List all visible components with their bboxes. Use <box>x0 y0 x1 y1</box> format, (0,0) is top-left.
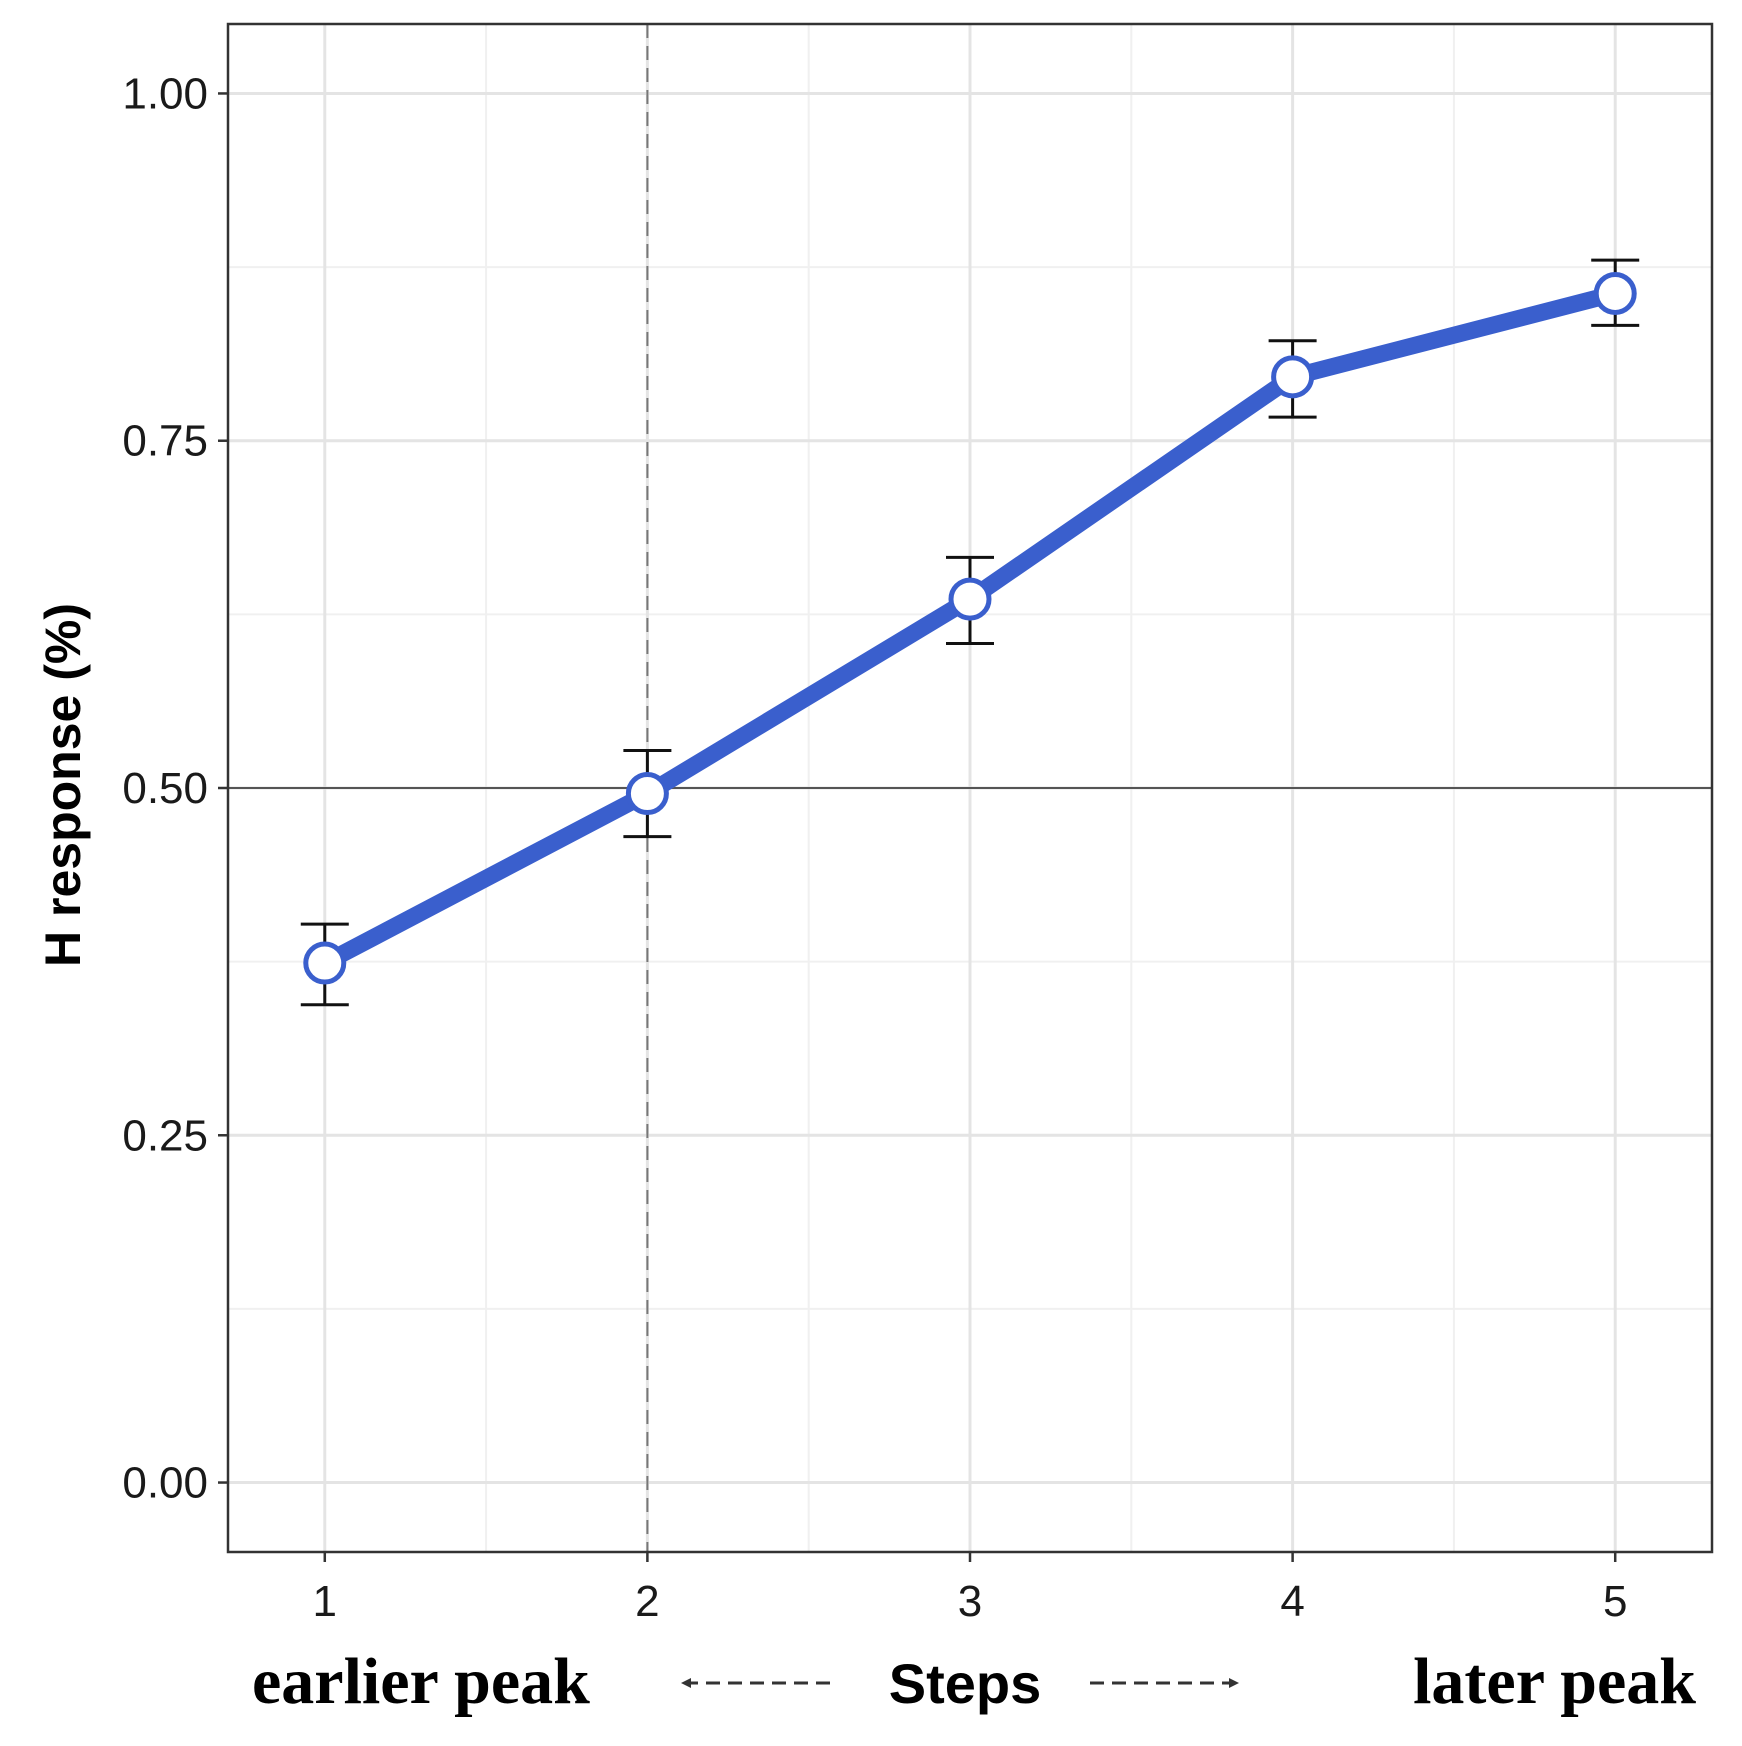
y-tick-label: 0.25 <box>122 1111 208 1160</box>
data-point <box>1271 355 1315 399</box>
data-points <box>303 271 1637 985</box>
x-tick-label: 2 <box>635 1577 659 1626</box>
x-tick-label: 1 <box>313 1577 337 1626</box>
y-tick-label: 0.00 <box>122 1459 208 1508</box>
error-bars <box>300 258 1640 1007</box>
y-tick-labels: 0.00 0.25 0.50 0.75 1.00 <box>122 69 208 1507</box>
annotation-earlier-peak: earlier peak <box>252 1645 590 1718</box>
y-axis-label: H response (%) <box>35 603 91 967</box>
y-tick-label: 1.00 <box>122 69 208 118</box>
y-tick-label: 0.75 <box>122 417 208 466</box>
data-point <box>303 941 347 985</box>
reference-lines <box>228 24 1712 1552</box>
x-tick-label: 5 <box>1603 1577 1627 1626</box>
data-point <box>625 772 669 816</box>
annotation-later-peak: later peak <box>1413 1645 1696 1718</box>
y-tick-label: 0.50 <box>122 764 208 813</box>
data-point <box>948 577 992 621</box>
axis-ticks <box>218 92 1617 1562</box>
x-axis-label: Steps <box>889 1652 1042 1715</box>
x-tick-label: 3 <box>958 1577 982 1626</box>
x-tick-label: 4 <box>1280 1577 1304 1626</box>
data-point <box>1593 271 1637 315</box>
x-tick-labels: 1 2 3 4 5 <box>313 1577 1628 1626</box>
